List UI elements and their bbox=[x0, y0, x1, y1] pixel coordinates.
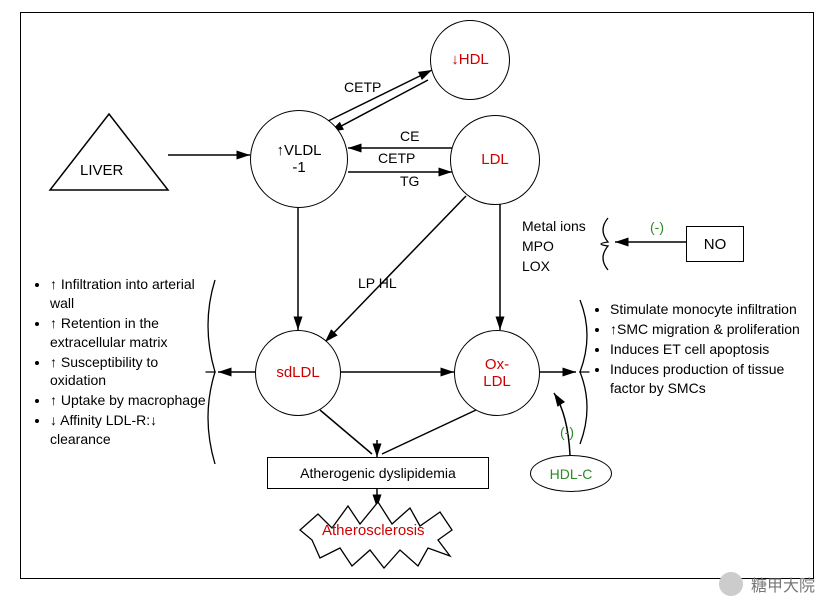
edge-lp-hl: LP HL bbox=[358, 275, 397, 291]
edge-neg1: (-) bbox=[650, 219, 664, 235]
edge-metal: Metal ions bbox=[522, 218, 586, 234]
list-item: ↑ Susceptibility to oxidation bbox=[50, 353, 216, 391]
hdlc-label: HDL-C bbox=[550, 466, 593, 482]
edge-cetp2: CETP bbox=[378, 150, 415, 166]
vldl-label: ↑VLDL -1 bbox=[276, 142, 321, 177]
list-item: ↑ Uptake by macrophage bbox=[50, 391, 216, 410]
edge-ce: CE bbox=[400, 128, 419, 144]
list-item: Stimulate monocyte infiltration bbox=[610, 300, 804, 319]
node-ldl: LDL bbox=[450, 115, 540, 205]
list-item: Induces production of tissue factor by S… bbox=[610, 360, 804, 398]
node-hdl: ↓HDL bbox=[430, 20, 510, 100]
list-item: ↑ Retention in the extracellular matrix bbox=[50, 314, 216, 352]
edge-lox: LOX bbox=[522, 258, 550, 274]
edge-tg: TG bbox=[400, 173, 419, 189]
list-item: ↑SMC migration & proliferation bbox=[610, 320, 804, 339]
node-liver bbox=[48, 112, 170, 194]
hdl-label: ↓HDL bbox=[451, 51, 489, 68]
watermark-icon bbox=[719, 572, 743, 596]
watermark: 糖甲大院 bbox=[719, 572, 815, 596]
left-list: ↑ Infiltration into arterial wall↑ Reten… bbox=[36, 275, 216, 450]
list-item: ↓ Affinity LDL-R:↓ clearance bbox=[50, 411, 216, 449]
no-label: NO bbox=[704, 236, 727, 253]
diagram-container: LIVER ↓HDL ↑VLDL -1 LDL NO sdLDL Ox- LDL… bbox=[0, 0, 833, 610]
ath-dys-label: Atherogenic dyslipidemia bbox=[300, 465, 456, 481]
athero-label: Atherosclerosis bbox=[322, 522, 425, 539]
node-vldl: ↑VLDL -1 bbox=[250, 110, 348, 208]
node-ath-dys: Atherogenic dyslipidemia bbox=[267, 457, 489, 489]
liver-label: LIVER bbox=[80, 162, 123, 179]
node-oxldl: Ox- LDL bbox=[454, 330, 540, 416]
node-sdldl: sdLDL bbox=[255, 330, 341, 416]
ldl-label: LDL bbox=[481, 151, 509, 168]
list-item: ↑ Infiltration into arterial wall bbox=[50, 275, 216, 313]
node-hdlc: HDL-C bbox=[530, 455, 612, 492]
oxldl-label: Ox- LDL bbox=[483, 356, 511, 391]
edge-neg2: (-) bbox=[560, 424, 574, 440]
edge-mpo: MPO bbox=[522, 238, 554, 254]
sdldl-label: sdLDL bbox=[276, 364, 319, 381]
watermark-text: 糖甲大院 bbox=[751, 572, 815, 596]
right-list: Stimulate monocyte infiltration↑SMC migr… bbox=[596, 300, 804, 398]
edge-cetp1: CETP bbox=[344, 79, 381, 95]
list-item: Induces ET cell apoptosis bbox=[610, 340, 804, 359]
node-no: NO bbox=[686, 226, 744, 262]
